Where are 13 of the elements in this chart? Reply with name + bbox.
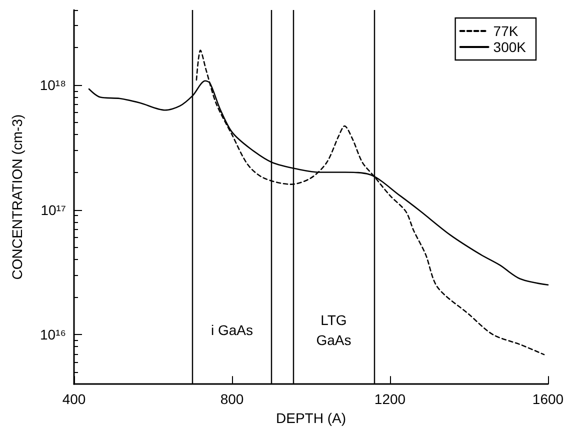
annotation: LTG GaAs (316, 312, 352, 348)
legend-label: 300K (493, 39, 527, 55)
y-axis-title: CONCENTRATION (cm-3) (9, 114, 25, 280)
x-tick-label: 400 (62, 391, 86, 408)
y-tick-label: 10¹⁶ (40, 326, 66, 342)
x-tick-label: 1600 (532, 391, 564, 408)
x-axis-title: DEPTH (A) (276, 410, 346, 426)
y-tick-label: 10¹⁷ (40, 202, 66, 218)
annotation: i GaAs (210, 322, 254, 338)
legend-label: 77K (493, 23, 519, 39)
y-tick-label: 10¹⁸ (40, 77, 66, 94)
x-tick-label: 1200 (374, 391, 406, 408)
x-tick-label: 800 (220, 391, 244, 408)
